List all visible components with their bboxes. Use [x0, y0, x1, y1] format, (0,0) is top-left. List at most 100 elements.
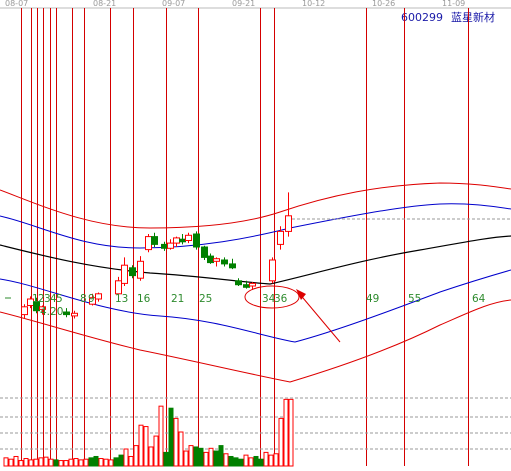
- volume-bar: [178, 431, 184, 467]
- candle: [207, 253, 214, 264]
- volume-bar: [63, 460, 69, 467]
- candle: [249, 282, 256, 290]
- volume-bar: [88, 457, 94, 467]
- volume-bar: [68, 458, 74, 467]
- candle-body: [285, 215, 292, 232]
- volume-bar: [123, 448, 129, 467]
- time-zone-number: 5: [56, 293, 63, 305]
- time-zone-number: 9: [88, 293, 95, 305]
- candle: [21, 304, 28, 319]
- stock-code: 600299: [401, 11, 443, 24]
- candle: [63, 308, 70, 318]
- volume-bar: [113, 457, 119, 467]
- volume-bar: [38, 457, 44, 467]
- time-zone-number: 3: [44, 293, 51, 305]
- volume-bar: [53, 459, 59, 467]
- stock-name: 蓝星新材: [451, 10, 495, 24]
- volume-bar: [28, 459, 34, 467]
- time-zone-number: 4: [50, 293, 57, 305]
- candle: [145, 234, 152, 253]
- stock-title: 600299 蓝星新材: [401, 10, 495, 24]
- middle-moving-average: [0, 235, 511, 285]
- candle-body: [173, 237, 180, 244]
- volume-bar: [283, 398, 289, 467]
- volume-bar: [273, 453, 279, 467]
- volume-bar: [138, 424, 144, 467]
- candle-body: [161, 243, 168, 249]
- volume-bars: [3, 398, 294, 467]
- candle-body: [21, 306, 28, 316]
- candle: [137, 256, 144, 281]
- inner-upper-band: [0, 203, 511, 249]
- volume-bar: [203, 451, 209, 467]
- candle: [95, 292, 102, 302]
- candle: [235, 278, 242, 286]
- candle: [33, 297, 40, 314]
- volume-bar: [153, 435, 159, 467]
- candle-body: [179, 238, 186, 243]
- candle: [221, 257, 228, 267]
- volume-bar: [83, 458, 89, 467]
- volume-bar: [148, 446, 154, 467]
- volume-bar: [243, 454, 249, 467]
- time-zone-number: 16: [137, 293, 151, 305]
- time-zone-number: 25: [199, 293, 212, 305]
- candle: [167, 239, 174, 250]
- volume-bar: [168, 407, 174, 467]
- volume-bar: [228, 455, 234, 467]
- candle: [185, 232, 192, 244]
- candle: [151, 232, 158, 247]
- time-zone-number: 64: [472, 293, 486, 305]
- volume-bar: [233, 457, 239, 467]
- price-label: 4.20: [40, 306, 63, 318]
- volume-bar: [143, 426, 149, 467]
- candle-body: [115, 280, 122, 295]
- time-zone-number: 13: [115, 293, 128, 305]
- volume-bar: [253, 455, 259, 467]
- time-zone-number: 2: [38, 293, 45, 305]
- volume-bar: [73, 458, 79, 467]
- volume-bar: [128, 455, 134, 467]
- candle: [277, 226, 284, 250]
- volume-bar: [288, 398, 294, 467]
- volume-bar: [218, 445, 224, 467]
- volume-bar: [238, 458, 244, 467]
- candle: [285, 192, 292, 237]
- candle-body: [167, 242, 174, 249]
- volume-panel: [0, 397, 511, 467]
- volume-bar: [58, 460, 64, 467]
- volume-bar: [33, 458, 39, 467]
- candle-body: [121, 264, 128, 284]
- volume-bar: [258, 458, 264, 467]
- date-tick: 10-26: [372, 0, 395, 8]
- candle: [213, 257, 220, 267]
- volume-bar: [278, 417, 284, 467]
- volume-bar: [188, 445, 194, 467]
- candle: [201, 245, 208, 260]
- volume-bar: [43, 456, 49, 467]
- volume-bar: [103, 458, 109, 467]
- date-tick: 09-21: [232, 0, 255, 8]
- candle-body: [129, 267, 136, 277]
- time-zone-number: 1: [32, 293, 39, 305]
- volume-bar: [48, 458, 54, 467]
- candle-body: [145, 236, 152, 251]
- volume-bar: [98, 458, 104, 467]
- candle-body: [137, 260, 144, 279]
- time-zone-number: 21: [171, 293, 184, 305]
- candle-body: [201, 246, 208, 258]
- candle-body: [33, 301, 40, 312]
- volume-bar: [173, 417, 179, 467]
- volume-bar: [118, 454, 124, 467]
- candle-body: [249, 282, 256, 287]
- candle: [229, 258, 236, 270]
- candle-body: [277, 230, 284, 245]
- candle-body: [39, 306, 46, 310]
- candle: [179, 234, 186, 245]
- candle: [89, 293, 96, 306]
- candle: [129, 265, 136, 279]
- volume-bar: [198, 447, 204, 467]
- candles: [21, 192, 292, 319]
- candle-body: [207, 255, 214, 264]
